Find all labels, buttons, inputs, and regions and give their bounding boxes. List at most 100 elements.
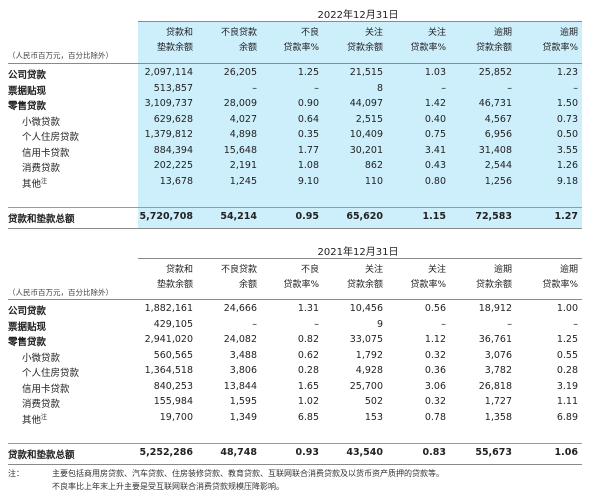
table-cell-special-mention-ratio: 1.42 [424, 98, 446, 109]
row-label-text: 贷款和垫款总额 [8, 214, 75, 225]
row-label-text: 个人住房贷款 [22, 132, 80, 143]
table-cell-overdue-ratio: 0.55 [556, 349, 578, 361]
total-rule-2022 [8, 207, 582, 208]
table-cell-special-mention-balance: 9 [376, 318, 383, 330]
col-header-overdue-balance-2022: 逾期 贷款余额 [475, 28, 512, 53]
row-label-2022: 公司贷款 [8, 67, 46, 81]
table-cell-special-mention-balance: 4,928 [355, 365, 383, 376]
table-cell-npl-ratio: 1.25 [297, 67, 319, 78]
table-cell-balance: 13,678 [159, 175, 193, 187]
table-cell-balance: 2,941,020 [144, 334, 193, 345]
table-cell-balance: 5,252,286 [139, 447, 194, 458]
table-cell-special-mention-ratio: – [441, 82, 446, 94]
col-header-npl-balance-2022: 不良贷款 余额 [220, 28, 257, 53]
table-cell-npl-ratio: 0.82 [297, 334, 319, 345]
table-cell-special-mention-ratio: 0.83 [422, 447, 446, 458]
table-cell-npl-balance: 26,205 [223, 67, 257, 78]
table-cell-overdue-ratio: 9.18 [556, 175, 578, 187]
table-cell-overdue-ratio: 1.27 [554, 211, 578, 222]
row-label-text: 公司贷款 [8, 70, 47, 81]
table-cell-overdue-balance: 31,408 [478, 144, 512, 156]
row-label-2021: 小微贷款 [22, 350, 60, 364]
col-header-special-mention-balance-2021: 关注 贷款余额 [346, 265, 383, 290]
row-label-2022: 消费贷款 [22, 160, 60, 174]
table-cell-overdue-balance: 3,076 [484, 349, 512, 361]
table-cell-special-mention-balance: 502 [364, 396, 383, 407]
note-line-2: 不良率比上年末上升主要是受互联网联合消费贷款规模压降影响。 [52, 482, 284, 491]
footnote-marker: 注 [41, 413, 48, 421]
table-cell-balance: 629,628 [153, 113, 193, 125]
table-cell-special-mention-balance: 8 [376, 82, 383, 94]
table-cell-npl-ratio: 0.95 [295, 211, 319, 222]
table-cell-special-mention-balance: 862 [364, 160, 383, 171]
row-label-text: 信用卡贷款 [22, 383, 70, 395]
table-cell-special-mention-balance: 110 [364, 175, 383, 187]
table-cell-npl-ratio: 6.85 [297, 411, 319, 423]
table-cell-npl-balance: 48,748 [220, 447, 257, 458]
table-cell-balance: 3,109,737 [144, 98, 193, 109]
col-header-balance-2021: 贷款和 垫款余额 [156, 265, 193, 290]
table-cell-balance: 202,225 [153, 160, 193, 171]
table-cell-overdue-ratio: 3.19 [556, 380, 578, 392]
table-cell-overdue-balance: 55,673 [475, 447, 512, 458]
table-cell-overdue-balance: 4,567 [484, 113, 512, 125]
table-cell-npl-ratio: 0.64 [297, 113, 319, 125]
table-cell-special-mention-ratio: 0.32 [424, 349, 446, 361]
table-cell-special-mention-ratio: 0.78 [424, 411, 446, 423]
table-cell-special-mention-balance: 25,700 [349, 380, 383, 392]
table-cell-balance: 1,379,812 [144, 129, 193, 140]
row-label-2021: 消费贷款 [22, 396, 60, 410]
table-cell-balance: 560,565 [153, 349, 193, 361]
col-header-overdue-ratio-2021: 逾期 贷款率% [542, 265, 578, 290]
table-cell-balance: 155,984 [153, 396, 193, 407]
table-cell-special-mention-balance: 1,792 [355, 349, 383, 361]
row-label-text: 票据贴现 [8, 85, 47, 97]
table-cell-npl-ratio: 9.10 [297, 175, 319, 187]
table-cell-npl-balance: 54,214 [220, 211, 257, 222]
col-header-special-mention-ratio-2022: 关注 贷款率% [410, 28, 446, 53]
table-cell-npl-ratio: 1.65 [297, 380, 319, 392]
row-label-text: 小微贷款 [22, 352, 61, 364]
row-label-text: 信用卡贷款 [22, 147, 70, 159]
table-cell-special-mention-balance: 2,515 [355, 113, 383, 125]
table-cell-npl-balance: 24,082 [223, 334, 257, 345]
col-header-balance-2022: 贷款和 垫款余额 [156, 28, 193, 53]
table-cell-npl-ratio: 0.93 [295, 447, 319, 458]
unit-note-2022: （人民币百万元，百分比除外） [8, 51, 113, 60]
table-cell-overdue-balance: – [507, 82, 512, 94]
table-cell-special-mention-balance: 153 [364, 411, 383, 423]
row-label-text: 公司贷款 [8, 306, 47, 317]
note-line-1: 主要包括商用房贷款、汽车贷款、住房装修贷款、教育贷款、互联网联合消费贷款及以货币… [52, 469, 444, 478]
table-cell-balance: 2,097,114 [144, 67, 193, 78]
table-cell-balance: 513,857 [153, 82, 193, 94]
col-header-special-mention-balance-2022: 关注 贷款余额 [346, 28, 383, 53]
header-rule-2022 [8, 63, 582, 64]
row-label-2022: 零售贷款 [8, 98, 46, 112]
table-cell-npl-ratio: 0.62 [297, 349, 319, 361]
table-cell-overdue-ratio: 1.11 [556, 396, 578, 407]
table-cell-overdue-ratio: – [573, 82, 578, 94]
row-label-text: 小微贷款 [22, 116, 61, 128]
row-label-text: 零售贷款 [8, 337, 47, 348]
table-cell-special-mention-ratio: 0.36 [424, 365, 446, 376]
table-cell-special-mention-balance: 21,515 [349, 67, 383, 78]
row-label-2021: 零售贷款 [8, 334, 46, 348]
table-cell-npl-balance: – [252, 318, 257, 330]
col-header-npl-ratio-2022: 不良 贷款率% [283, 28, 319, 53]
table-cell-special-mention-ratio: 0.40 [424, 113, 446, 125]
table-cell-npl-ratio: 1.77 [297, 144, 319, 156]
bottom-rule-2022 [8, 228, 582, 229]
table-cell-overdue-balance: 2,544 [484, 160, 512, 171]
col-header-overdue-balance-2021: 逾期 贷款余额 [475, 265, 512, 290]
row-label-2021: 信用卡贷款 [22, 381, 70, 395]
table-cell-npl-balance: 4,027 [229, 113, 257, 125]
row-label-text: 个人住房贷款 [22, 368, 80, 379]
row-label-text: 消费贷款 [22, 399, 61, 410]
table-cell-npl-ratio: 0.35 [297, 129, 319, 140]
table-cell-overdue-balance: 6,956 [484, 129, 512, 140]
table-cell-overdue-balance: 72,583 [475, 211, 512, 222]
header-rule-2021 [8, 299, 582, 300]
col-header-npl-balance-2021: 不良贷款 余额 [220, 265, 257, 290]
table-cell-overdue-ratio: 1.00 [556, 303, 578, 314]
table-cell-overdue-balance: 18,912 [478, 303, 512, 314]
